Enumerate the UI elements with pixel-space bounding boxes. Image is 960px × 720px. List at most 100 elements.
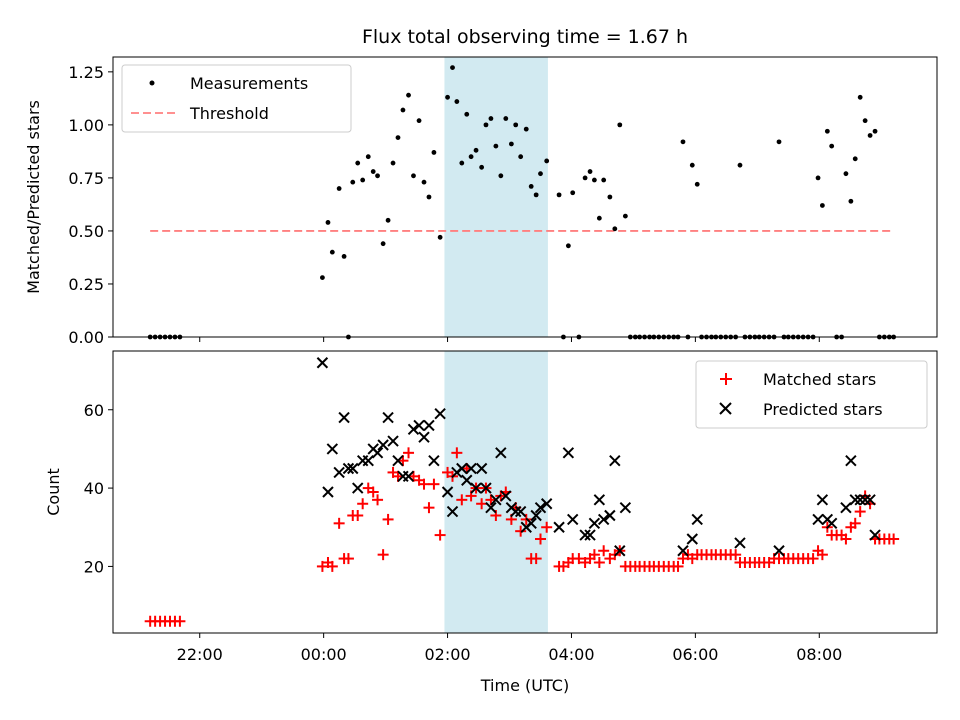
- bottom-y-tick-label: 60: [84, 401, 104, 420]
- measurement-point: [483, 122, 489, 128]
- top-plot-frame: [112, 56, 938, 338]
- measurement-point: [411, 173, 416, 179]
- matched-star-point: [342, 553, 354, 565]
- measurement-point: [694, 181, 700, 187]
- measurement-point: [503, 116, 509, 121]
- predicted-star-point: [588, 517, 601, 530]
- predicted-star-point: [509, 505, 522, 518]
- measurement-point: [596, 215, 602, 221]
- predicted-star-point: [773, 545, 785, 557]
- measurement-point: [450, 65, 455, 71]
- predicted-star-point: [441, 486, 454, 498]
- measurement-point: [565, 243, 571, 249]
- measurement-point: [437, 234, 443, 240]
- matched-star-point: [382, 513, 394, 525]
- predicted-star-point: [326, 443, 339, 455]
- measurement-point: [689, 162, 695, 168]
- measurement-point: [498, 173, 504, 179]
- predicted-star-point: [377, 439, 389, 451]
- measurement-point: [421, 179, 427, 185]
- legend-predicted-label: Predicted stars: [763, 400, 883, 419]
- matched-star-point: [534, 533, 546, 545]
- predicted-star-point: [849, 494, 861, 506]
- x-tick-label: 04:00: [548, 645, 594, 664]
- predicted-star-point: [686, 533, 698, 545]
- predicted-star-point: [470, 482, 482, 494]
- measurement-point: [426, 194, 432, 200]
- x-axis-label: Time (UTC): [480, 676, 569, 695]
- predicted-star-point: [490, 494, 502, 506]
- legend-threshold-label: Threshold: [189, 104, 269, 123]
- matched-star-point: [434, 529, 446, 541]
- matched-star-point: [326, 560, 338, 572]
- measurement-point: [862, 118, 868, 124]
- predicted-star-point: [382, 411, 394, 424]
- matched-star-point: [316, 560, 328, 572]
- bottom-y-tick-label: 20: [84, 557, 104, 576]
- measurement-point: [325, 220, 331, 225]
- predicted-star-point: [562, 447, 575, 459]
- measurement-point: [829, 143, 835, 149]
- bottom-legend: Matched stars Predicted stars: [695, 360, 928, 429]
- predicted-star-point: [540, 498, 553, 510]
- x-tick-label: 06:00: [672, 645, 718, 664]
- predicted-star-point: [461, 474, 473, 486]
- measurement-point: [533, 192, 539, 198]
- measurement-point: [622, 213, 628, 219]
- measurement-point: [819, 203, 825, 208]
- measurement-point: [582, 175, 588, 181]
- predicted-star-point: [534, 501, 547, 514]
- x-tick-label: 02:00: [425, 645, 471, 664]
- predicted-star-point: [514, 505, 527, 518]
- matched-star-point: [854, 506, 866, 518]
- measurement-point: [329, 249, 335, 255]
- bottom-x-ticks: 22:00 00:00 02:00 04:00 06:00 08:00: [177, 633, 842, 664]
- measurement-point: [493, 143, 499, 149]
- bottom-legend-box: [695, 360, 928, 429]
- measurement-point: [570, 190, 576, 196]
- measurement-point: [824, 128, 830, 134]
- measurement-point: [341, 253, 347, 259]
- matched-star-point: [476, 498, 488, 510]
- measurement-point: [544, 158, 550, 164]
- legend-predicted-marker: [719, 402, 732, 415]
- predicted-star-point: [584, 529, 596, 541]
- predicted-star-point: [864, 494, 876, 506]
- predicted-star-point: [456, 462, 468, 475]
- measurement-point: [370, 169, 376, 174]
- predicted-star-point: [333, 466, 345, 479]
- matched-star-point: [367, 486, 379, 498]
- predicted-star-point: [413, 419, 425, 432]
- matched-star-point: [352, 510, 364, 521]
- matched-star-point: [807, 553, 819, 565]
- matched-star-point: [372, 494, 384, 506]
- predicted-star-point: [869, 529, 881, 541]
- top-y-tick-label: 0.75: [68, 169, 104, 188]
- measurement-point: [488, 116, 494, 121]
- measurement-point: [556, 192, 562, 198]
- top-x-ticks: [199, 337, 820, 342]
- measurement-point: [445, 94, 450, 100]
- matched-star-point: [888, 533, 900, 545]
- top-highlight-span: [444, 57, 548, 337]
- top-y-tick-label: 1.25: [68, 63, 104, 82]
- matched-star-point: [515, 525, 527, 537]
- measurement-point: [587, 169, 593, 174]
- measurement-point: [416, 118, 422, 124]
- predicted-star-point: [475, 462, 488, 475]
- matched-star-point: [418, 478, 430, 490]
- top-y-axis-label: Matched/Predicted stars: [24, 100, 43, 294]
- matched-star-point: [451, 447, 463, 459]
- predicted-star-point: [734, 537, 746, 549]
- predicted-star-point: [859, 494, 871, 506]
- predicted-star-point: [407, 423, 420, 436]
- measurement-point: [479, 164, 485, 170]
- predicted-star-point: [347, 462, 359, 475]
- measurement-point: [538, 171, 543, 177]
- predicted-star-point: [392, 454, 404, 467]
- measurement-point: [680, 139, 686, 145]
- predicted-star-point: [446, 505, 459, 518]
- predicted-star-point: [485, 501, 497, 514]
- measurement-point: [737, 162, 743, 168]
- predicted-star-point: [691, 513, 703, 526]
